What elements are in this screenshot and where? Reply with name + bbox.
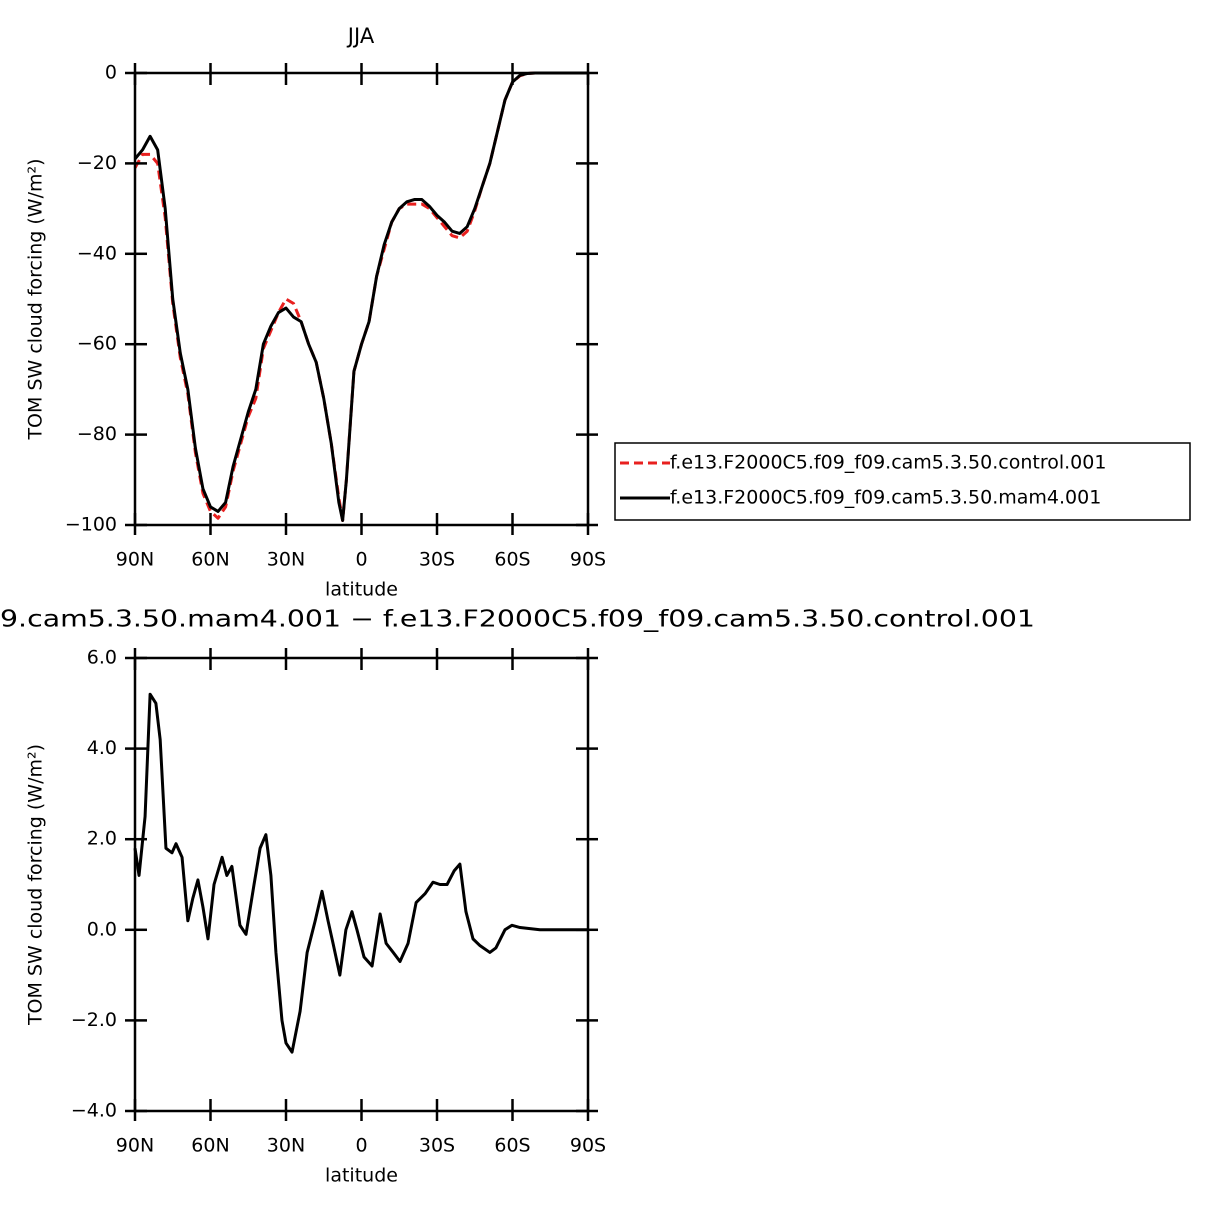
- y-tick-label: −4.0: [71, 1100, 117, 1122]
- y-tick-label: 2.0: [87, 828, 117, 850]
- chart-title: JJA: [346, 24, 375, 48]
- x-axis-label: latitude: [325, 579, 398, 601]
- data-line: [133, 71, 588, 522]
- plot-frame: [133, 71, 590, 527]
- x-tick-label: 30N: [267, 1135, 305, 1157]
- x-tick-label: 90N: [116, 1135, 154, 1157]
- y-tick-label: −40: [77, 242, 117, 264]
- x-tick-label: 60S: [494, 1135, 530, 1157]
- y-tick-label: −2.0: [71, 1009, 117, 1031]
- x-tick-label: 60N: [191, 549, 229, 571]
- data-line: [133, 71, 588, 522]
- y-tick-label: 6.0: [87, 647, 117, 669]
- x-tick-label: 60N: [191, 1135, 229, 1157]
- plot-frame: [133, 656, 590, 1113]
- y-tick-label: −60: [77, 333, 117, 355]
- y-tick-label: −80: [77, 423, 117, 445]
- x-tick-label: 90N: [116, 549, 154, 571]
- x-tick-label: 60S: [494, 549, 530, 571]
- y-tick-label: 4.0: [87, 737, 117, 759]
- y-tick-label: −20: [77, 152, 117, 174]
- y-tick-label: 0: [105, 62, 117, 84]
- legend-box: [614, 442, 1191, 521]
- chart-title: 9.cam5.3.50.mam4.001 − f.e13.F2000C5.f09…: [0, 607, 1035, 633]
- y-axis-label: TOM SW cloud forcing (W/m²): [25, 158, 47, 440]
- x-axis-label: latitude: [325, 1165, 398, 1187]
- x-tick-label: 90S: [570, 549, 606, 571]
- legend-label: f.e13.F2000C5.f09_f09.cam5.3.50.mam4.001: [670, 487, 1101, 509]
- x-tick-label: 30S: [419, 1135, 455, 1157]
- x-tick-label: 30S: [419, 549, 455, 571]
- y-tick-label: −100: [65, 514, 117, 536]
- data-line: [133, 692, 588, 1054]
- legend-label: f.e13.F2000C5.f09_f09.cam5.3.50.control.…: [670, 452, 1106, 474]
- x-tick-label: 0: [355, 549, 367, 571]
- x-tick-label: 30N: [267, 549, 305, 571]
- x-tick-label: 90S: [570, 1135, 606, 1157]
- y-tick-label: 0.0: [87, 918, 117, 940]
- y-axis-label: TOM SW cloud forcing (W/m²): [25, 744, 47, 1026]
- x-tick-label: 0: [355, 1135, 367, 1157]
